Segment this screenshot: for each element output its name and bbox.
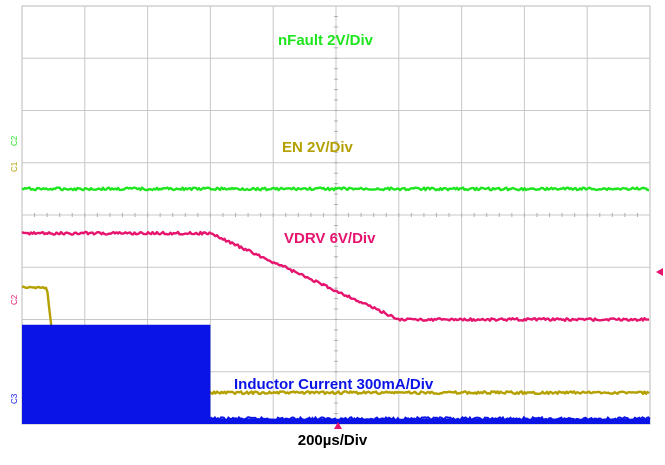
series-label-inductor-current: Inductor Current 300mA/Div xyxy=(234,376,434,393)
series-trace-inductor xyxy=(22,324,650,424)
channel-marker-vdrv: C2 xyxy=(10,294,19,305)
series-label-en: EN 2V/Div xyxy=(282,139,354,156)
channel-marker-en: C1 xyxy=(10,161,19,172)
channel-marker-nfault: C2 xyxy=(10,135,19,146)
series-trace-nfault xyxy=(21,186,650,192)
channel-marker-inductor-current: C3 xyxy=(10,393,19,404)
trigger-position-marker xyxy=(334,422,342,429)
x-axis-label: 200µs/Div xyxy=(297,432,368,449)
traces xyxy=(21,186,651,424)
series-trace-vdrv xyxy=(21,230,650,322)
series-label-vdrv: VDRV 6V/Div xyxy=(284,230,376,247)
series-trace-inductor-baseline xyxy=(209,415,651,422)
channel-markers: C2 C1 C2 C3 xyxy=(10,135,663,429)
trace-labels: nFault 2V/Div EN 2V/Div VDRV 6V/Div Indu… xyxy=(234,32,434,393)
trigger-level-marker xyxy=(656,268,663,276)
series-label-nfault: nFault 2V/Div xyxy=(278,32,374,49)
